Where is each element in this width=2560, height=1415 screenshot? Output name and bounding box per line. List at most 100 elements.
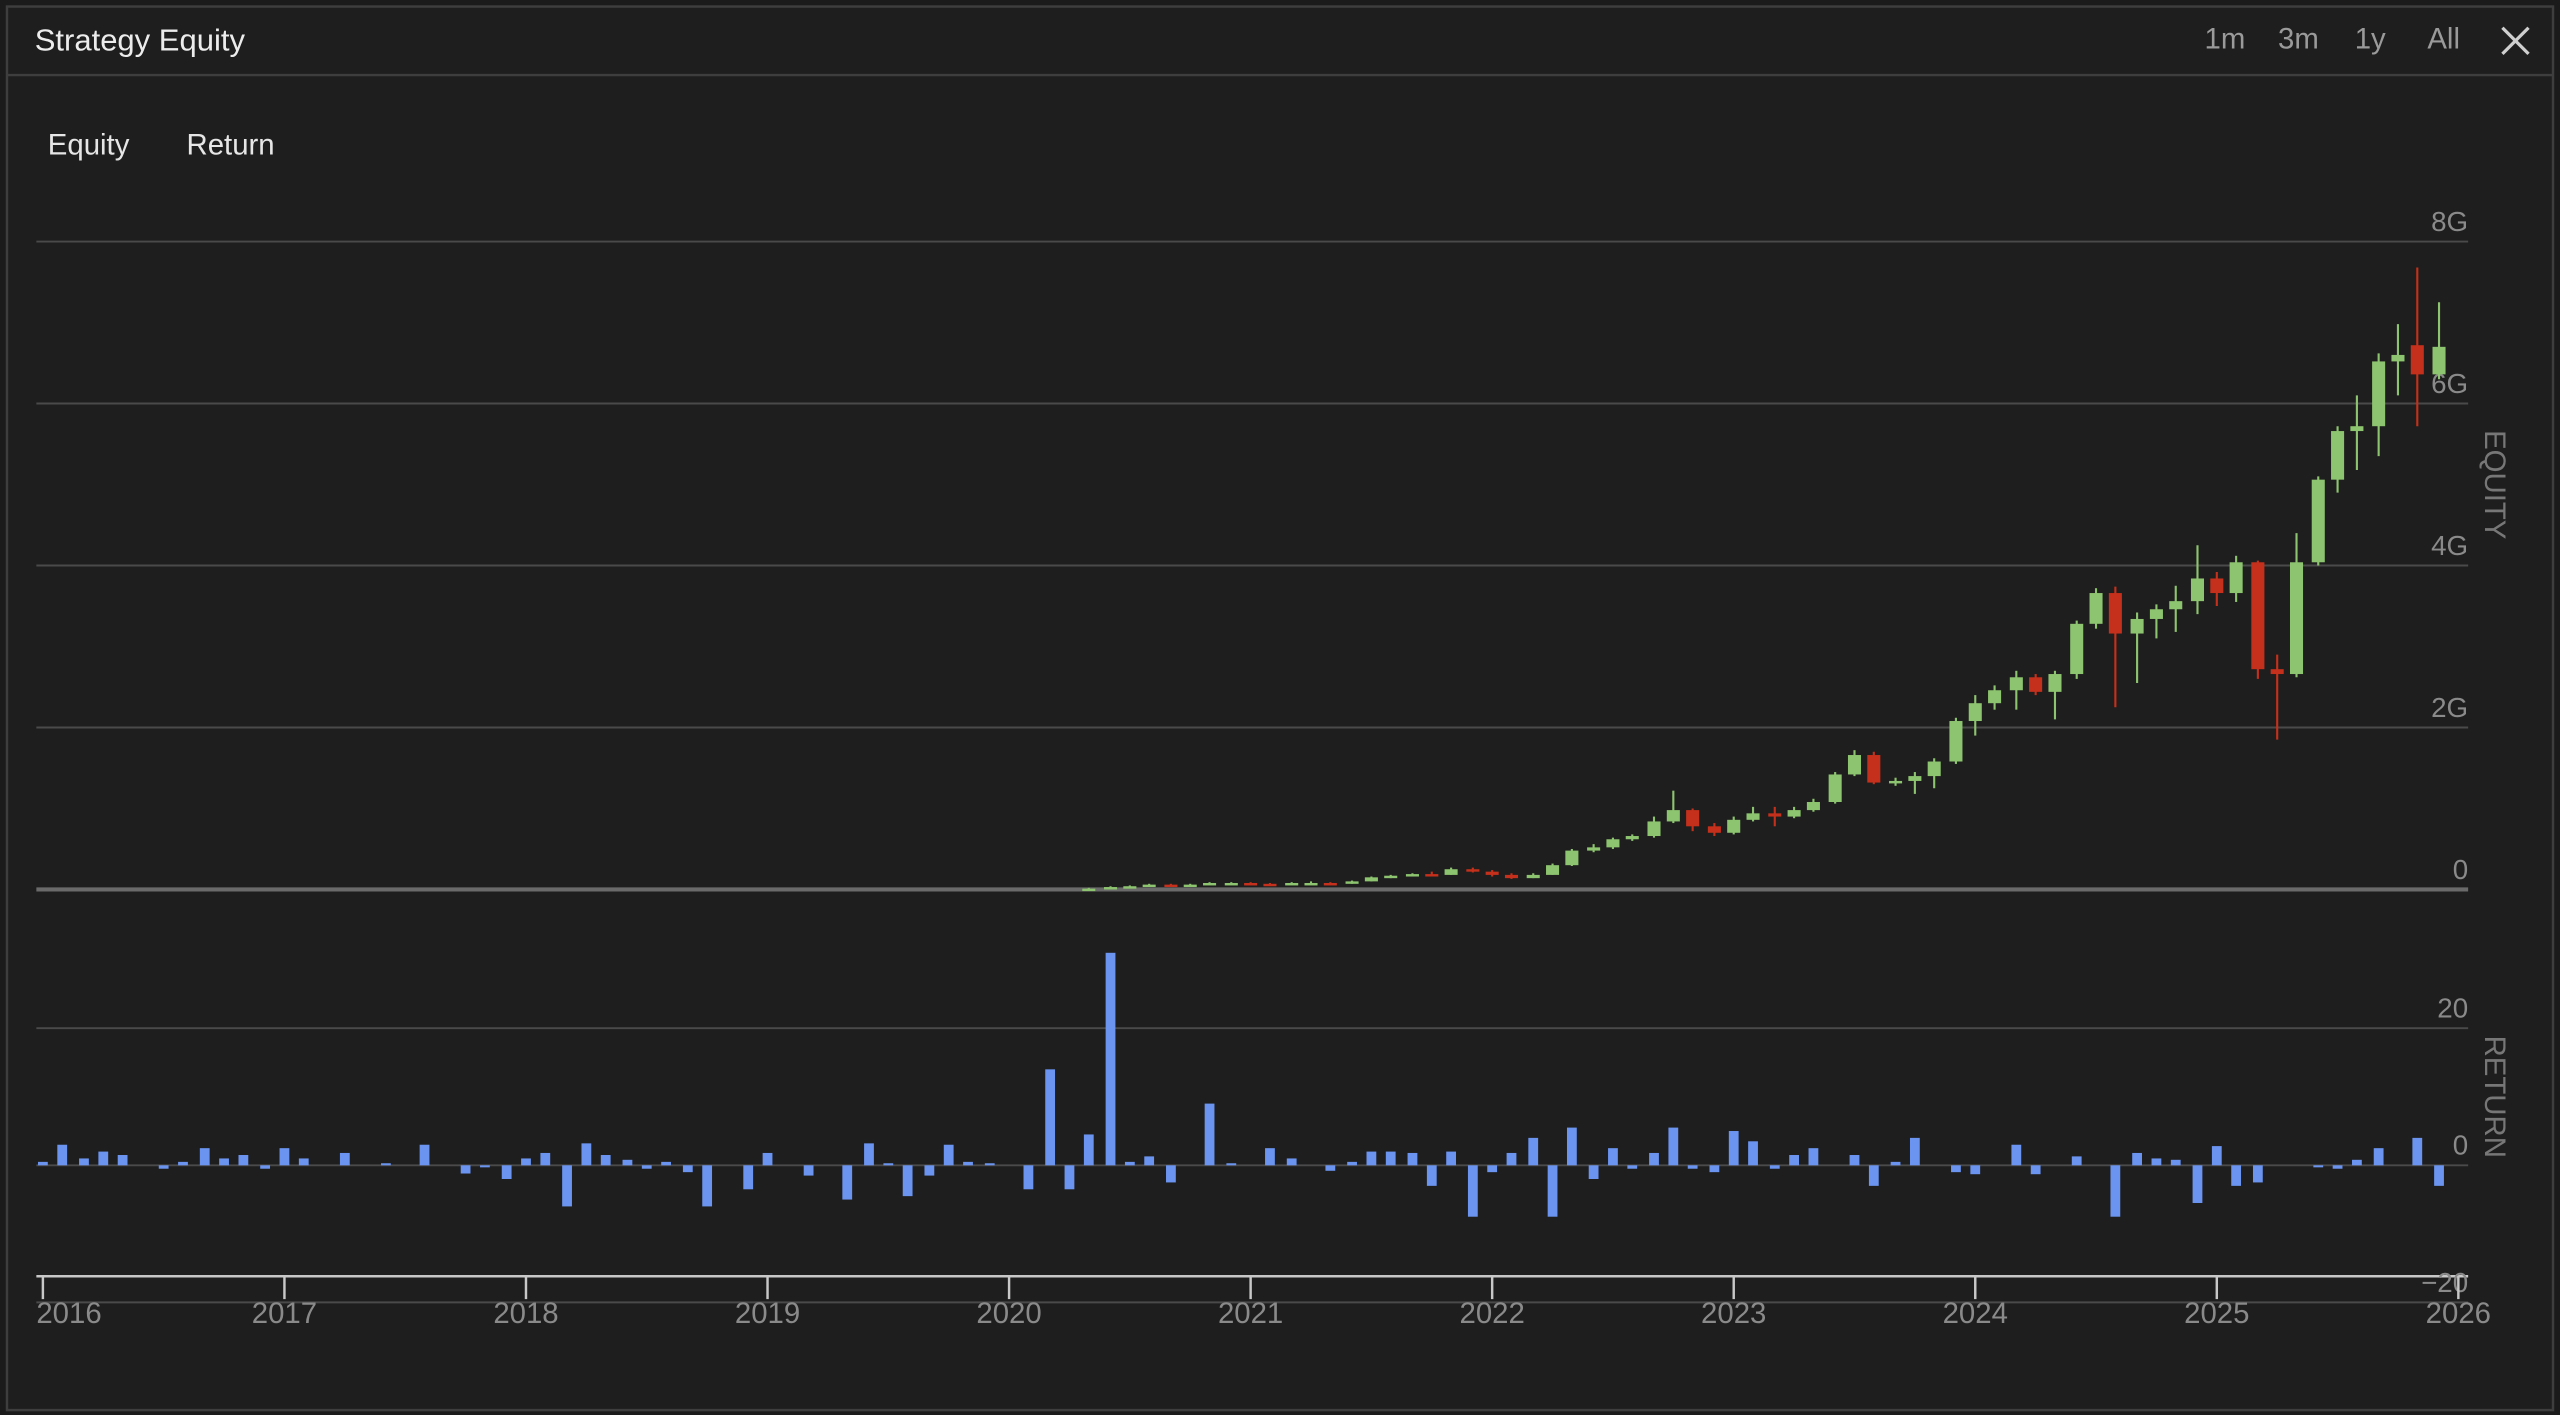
- return-bar: [2313, 1165, 2324, 1168]
- return-bar: [1909, 1137, 1920, 1166]
- candle-body: [1746, 813, 1760, 820]
- candle-body: [1103, 887, 1118, 890]
- return-bar: [1023, 1165, 1034, 1190]
- return-bar: [600, 1155, 611, 1166]
- candle-body: [2149, 609, 2163, 619]
- return-bar: [622, 1159, 633, 1166]
- return-bar: [339, 1152, 350, 1166]
- return-bar: [1668, 1127, 1679, 1166]
- return-bar: [1951, 1165, 1961, 1173]
- return-bar: [2011, 1144, 2022, 1166]
- y-axis-title: EQUITY: [2478, 430, 2511, 539]
- return-bar: [1083, 1134, 1094, 1166]
- candle-body: [1787, 810, 1801, 817]
- return-bar: [1204, 1103, 1215, 1166]
- return-bar: [1649, 1152, 1659, 1166]
- candle-body: [1606, 839, 1620, 848]
- return-bar: [2170, 1159, 2181, 1166]
- candle-body: [1444, 869, 1458, 875]
- return-bar: [1890, 1161, 1901, 1166]
- candle-body: [1244, 882, 1258, 886]
- candle-body: [2372, 361, 2386, 427]
- return-bar: [2071, 1156, 2082, 1166]
- range-button[interactable]: All: [2427, 23, 2460, 56]
- return-bar: [1709, 1165, 1720, 1173]
- return-bar: [79, 1158, 89, 1166]
- return-bar: [963, 1161, 973, 1166]
- return-bar: [1144, 1156, 1155, 1166]
- range-button[interactable]: 3m: [2278, 23, 2319, 56]
- candle-body: [1988, 690, 2002, 704]
- return-bar: [460, 1165, 471, 1174]
- return-bar: [2412, 1137, 2423, 1166]
- range-button[interactable]: 1m: [2205, 23, 2246, 56]
- candle-body: [1625, 836, 1639, 840]
- return-bar: [2132, 1152, 2142, 1166]
- return-bar: [2110, 1165, 2121, 1217]
- candle-body: [1847, 755, 1862, 775]
- candle-body: [2070, 623, 2084, 675]
- candle-body: [1828, 774, 1842, 803]
- candle-body: [1647, 821, 1661, 837]
- return-bar: [37, 1161, 48, 1166]
- candle-body: [2410, 345, 2424, 375]
- return-bar: [2211, 1146, 2222, 1166]
- close-button[interactable]: [2501, 26, 2530, 56]
- return-bar: [1124, 1161, 1135, 1166]
- return-bar: [1265, 1148, 1275, 1166]
- return-bar: [562, 1165, 572, 1207]
- return-bar: [803, 1165, 814, 1176]
- x-tick-label: 2021: [1218, 1297, 1283, 1330]
- return-bar: [219, 1158, 229, 1166]
- return-bar: [883, 1163, 894, 1166]
- return-bar: [641, 1165, 652, 1169]
- return-bar: [984, 1163, 995, 1166]
- return-bar: [1588, 1165, 1599, 1180]
- tab[interactable]: Equity: [48, 129, 130, 162]
- return-bar: [1446, 1151, 1457, 1166]
- y-tick-label: 0: [2453, 854, 2468, 885]
- x-tick-label: 2025: [2184, 1297, 2249, 1330]
- candle-body: [2169, 601, 2183, 610]
- return-bar: [943, 1144, 954, 1166]
- candle-body: [2432, 346, 2446, 375]
- return-bar: [1385, 1151, 1396, 1166]
- candle-body: [2251, 562, 2265, 670]
- x-tick-label: 2024: [1943, 1297, 2008, 1330]
- candle-body: [2311, 479, 2325, 563]
- return-bar: [1627, 1165, 1638, 1169]
- return-bar: [2434, 1165, 2444, 1186]
- candle-body: [1686, 810, 1700, 827]
- range-button[interactable]: 1y: [2355, 23, 2386, 56]
- window-title: Strategy Equity: [35, 23, 246, 58]
- candle-body: [1425, 874, 1439, 877]
- y-tick-label: 0: [2453, 1130, 2468, 1161]
- return-bar: [2352, 1159, 2362, 1166]
- candle-body: [1927, 761, 1941, 777]
- return-bar: [1868, 1165, 1879, 1186]
- return-bar: [1347, 1161, 1357, 1166]
- return-bar: [1566, 1127, 1577, 1166]
- candle-body: [1546, 865, 1560, 875]
- return-bar: [2192, 1165, 2203, 1203]
- tab[interactable]: Return: [187, 129, 275, 162]
- x-tick-label: 2022: [1460, 1297, 1525, 1330]
- return-bar: [279, 1148, 290, 1166]
- return-bar: [1426, 1165, 1437, 1186]
- return-bar: [2373, 1148, 2384, 1166]
- y-tick-label: 20: [2437, 993, 2468, 1024]
- return-bar: [1487, 1165, 1498, 1173]
- return-bar: [419, 1144, 430, 1166]
- return-bar: [1769, 1165, 1780, 1169]
- return-bar: [540, 1152, 551, 1166]
- candle-body: [1526, 874, 1540, 879]
- candle-body: [1304, 882, 1318, 886]
- return-bar: [1970, 1165, 1981, 1175]
- return-bar: [1105, 952, 1116, 1166]
- return-bar: [1366, 1151, 1377, 1166]
- x-tick-label: 2023: [1701, 1297, 1766, 1330]
- candle-body: [2391, 354, 2405, 362]
- return-bar: [57, 1144, 68, 1166]
- candle-body: [1285, 882, 1299, 886]
- candle-body: [1345, 881, 1359, 884]
